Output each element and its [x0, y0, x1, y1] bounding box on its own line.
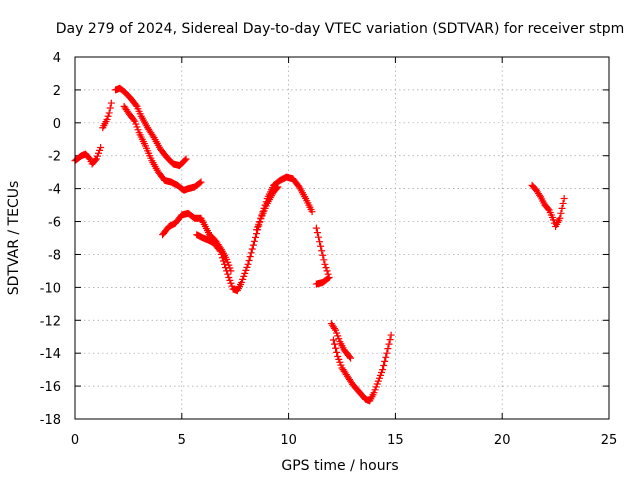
plus-markers: [312, 224, 333, 288]
y-tick-label: -12: [40, 314, 61, 329]
y-tick-label: -14: [40, 347, 61, 362]
chart-title: Day 279 of 2024, Sidereal Day-to-day VTE…: [56, 21, 625, 37]
y-tick-label: 2: [53, 84, 61, 99]
x-axis-label: GPS time / hours: [281, 458, 398, 474]
x-axis-ticks: 0 5 10 15 20 25: [71, 57, 617, 448]
plus-markers: [99, 99, 115, 132]
plus-markers: [159, 209, 235, 275]
y-tick-label: -10: [40, 281, 61, 296]
plot-frame: [74, 56, 610, 420]
x-tick-label: 5: [178, 433, 186, 448]
y-tick-label: -2: [48, 150, 61, 165]
plus-markers: [253, 183, 282, 234]
plus-markers: [112, 84, 190, 170]
plus-markers: [528, 181, 568, 230]
x-tick-label: 20: [494, 433, 511, 448]
x-tick-label: 10: [280, 433, 297, 448]
series-arc-2: [99, 99, 115, 132]
x-tick-label: 15: [387, 433, 404, 448]
series-arc-4: [120, 102, 205, 194]
series-arc-11: [528, 181, 568, 230]
grid-lines: [75, 57, 609, 419]
plus-markers: [120, 102, 205, 194]
x-tick-label: 25: [601, 433, 618, 448]
series-arc-9: [327, 320, 355, 362]
series-arc-10: [329, 331, 395, 405]
y-axis-ticks: -18 -16 -14 -12 -10 -8 -6 -4 -2 0 2 4: [40, 51, 609, 428]
series-arc-7: [253, 183, 282, 234]
series-arc-5: [159, 209, 235, 275]
x-tick-label: 0: [71, 433, 79, 448]
y-tick-label: 0: [53, 117, 61, 132]
series-arc-8: [312, 224, 333, 288]
y-tick-label: -18: [40, 413, 61, 428]
y-tick-label: -16: [40, 380, 61, 395]
y-tick-label: -8: [48, 248, 61, 263]
plus-markers: [327, 320, 355, 362]
y-tick-label: -6: [48, 216, 61, 231]
y-axis-label: SDTVAR / TECUs: [6, 181, 22, 296]
data-series: [71, 84, 568, 405]
plus-markers: [329, 331, 395, 405]
y-tick-label: -4: [48, 183, 61, 198]
y-tick-label: 4: [53, 51, 61, 66]
series-arc-3: [112, 84, 190, 170]
